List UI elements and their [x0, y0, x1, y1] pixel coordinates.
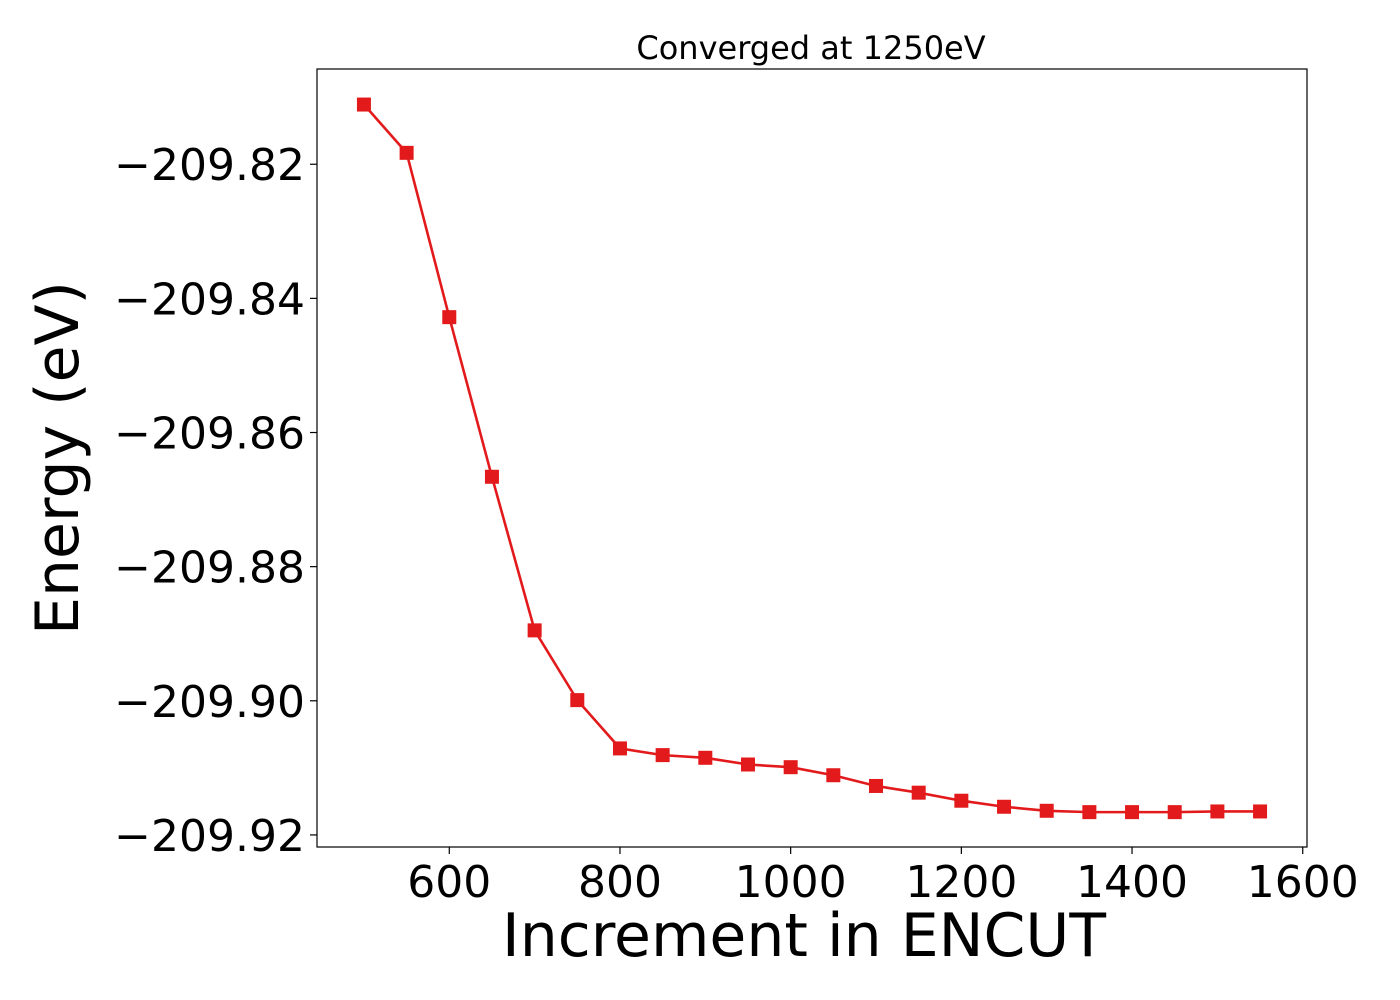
y-axis-ticks: −209.82 −209.84 −209.86 −209.88 −209.90 −209.…: [114, 140, 317, 862]
data-point-marker: [1125, 805, 1140, 820]
chart-title: Converged at 1250eV: [636, 29, 985, 67]
data-point-marker: [826, 768, 841, 783]
x-axis-label: Increment in ENCUT: [502, 901, 1106, 971]
data-point-marker: [1167, 805, 1182, 820]
series-line: [362, 103, 1261, 814]
x-tick-label: 1400: [1076, 857, 1188, 908]
data-point-marker: [1082, 805, 1097, 820]
x-tick-label: 800: [578, 857, 662, 908]
y-tick-label: −209.86: [114, 409, 305, 460]
plot-frame: [316, 68, 1308, 848]
data-point-marker: [612, 741, 627, 756]
y-tick-label: −209.88: [114, 543, 305, 594]
data-point-marker: [527, 623, 542, 638]
data-point-marker: [1253, 804, 1268, 819]
data-point-marker: [1210, 804, 1225, 819]
plot-series: [356, 97, 1268, 820]
y-axis-label: Energy (eV): [23, 281, 93, 635]
data-point-marker: [911, 785, 926, 800]
data-point-marker: [997, 799, 1012, 814]
data-point-marker: [655, 748, 670, 763]
data-point-marker: [356, 97, 371, 112]
data-point-marker: [399, 145, 414, 160]
y-tick-label: −209.92: [114, 811, 305, 862]
y-tick-label: −209.82: [114, 140, 305, 191]
data-point-marker: [698, 750, 713, 765]
data-point-marker: [783, 760, 798, 775]
x-tick-label: 1600: [1247, 857, 1359, 908]
data-point-marker: [954, 793, 969, 808]
data-point-marker: [442, 310, 457, 325]
x-axis-ticks: 600 800 1000 1200 1400 1600: [407, 847, 1359, 908]
y-tick-label: −209.90: [114, 677, 305, 728]
x-tick-label: 1000: [735, 857, 847, 908]
data-point-marker: [1039, 803, 1054, 818]
y-tick-label: −209.84: [114, 274, 305, 325]
data-point-marker: [484, 469, 499, 484]
data-point-marker: [740, 757, 755, 772]
x-tick-label: 600: [407, 857, 491, 908]
data-point-marker: [869, 778, 884, 793]
data-point-marker: [570, 693, 585, 708]
x-tick-label: 1200: [905, 857, 1017, 908]
